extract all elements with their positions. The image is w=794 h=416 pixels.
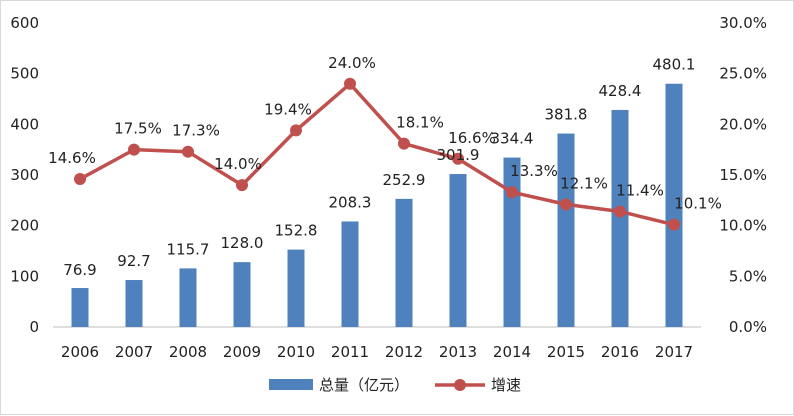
bar	[125, 280, 143, 327]
left-axis-tick-label: 200	[10, 217, 39, 235]
bar	[71, 288, 89, 327]
legend-bar-label: 总量（亿元）	[319, 376, 409, 394]
legend-bar-swatch	[269, 379, 313, 390]
right-axis-tick-label: 25.0%	[719, 65, 767, 83]
bar-data-label: 334.4	[491, 130, 534, 148]
line-data-label: 14.6%	[48, 149, 96, 167]
x-axis-tick-label: 2011	[331, 343, 369, 361]
line-data-label: 13.3%	[510, 162, 558, 180]
right-axis-tick-label: 5.0%	[729, 267, 767, 285]
bar-data-label: 76.9	[63, 261, 96, 279]
bar-data-label: 381.8	[545, 106, 588, 124]
bar-data-label: 92.7	[117, 252, 150, 270]
bar	[557, 133, 575, 327]
growth-line	[79, 82, 675, 227]
bar	[395, 198, 413, 327]
x-axis-tick-label: 2017	[655, 343, 693, 361]
growth-point	[128, 143, 140, 156]
bar	[287, 249, 305, 327]
growth-point	[236, 179, 248, 192]
x-axis-tick-label: 2010	[277, 343, 315, 361]
x-axis-tick-label: 2008	[169, 343, 207, 361]
x-axis-tick-label: 2007	[115, 343, 153, 361]
bar	[449, 174, 467, 327]
x-axis-tick-label: 2006	[61, 343, 99, 361]
right-axis-tick-label: 20.0%	[719, 115, 767, 133]
bar-data-label: 252.9	[383, 171, 426, 189]
right-axis-tick-label: 30.0%	[719, 14, 767, 32]
growth-point	[452, 152, 464, 165]
bar-data-label: 480.1	[653, 56, 696, 74]
bar-data-label: 115.7	[167, 240, 210, 258]
bar	[665, 83, 683, 328]
bar-data-label: 428.4	[599, 82, 642, 100]
line-data-label: 17.5%	[114, 120, 162, 138]
bar	[233, 262, 251, 327]
growth-point	[398, 137, 410, 150]
bar-data-label: 152.8	[275, 222, 318, 240]
x-axis-tick-label: 2016	[601, 343, 639, 361]
x-axis-tick-label: 2013	[439, 343, 477, 361]
line-data-label: 14.0%	[214, 155, 262, 173]
x-axis-tick-label: 2009	[223, 343, 261, 361]
line-data-label: 19.4%	[264, 100, 312, 118]
line-data-label: 18.1%	[396, 114, 444, 132]
bar-data-label: 208.3	[329, 193, 372, 211]
bar	[179, 268, 197, 327]
line-data-label: 11.4%	[616, 181, 664, 199]
left-axis-tick-label: 300	[10, 166, 39, 184]
right-axis-tick-label: 15.0%	[719, 166, 767, 184]
line-data-label: 10.1%	[674, 195, 722, 213]
left-axis-tick-label: 0	[29, 318, 39, 336]
line-data-label: 24.0%	[328, 54, 376, 72]
growth-point	[74, 173, 86, 186]
right-axis-tick-label: 10.0%	[719, 217, 767, 235]
legend-line-marker	[454, 379, 466, 391]
bar	[503, 157, 521, 327]
line-data-label: 12.1%	[560, 174, 608, 192]
growth-point	[344, 77, 356, 90]
x-axis-tick-label: 2014	[493, 343, 531, 361]
growth-point	[506, 186, 518, 199]
bar	[611, 109, 629, 327]
growth-point	[560, 198, 572, 211]
line-data-label: 17.3%	[172, 122, 220, 140]
growth-point	[290, 124, 302, 137]
line-data-label: 16.6%	[448, 129, 496, 147]
growth-point	[614, 205, 626, 218]
left-axis-tick-label: 500	[10, 65, 39, 83]
growth-point	[668, 218, 680, 231]
left-axis-tick-label: 400	[10, 115, 39, 133]
left-axis-tick-label: 100	[10, 267, 39, 285]
left-axis-tick-label: 600	[10, 14, 39, 32]
growth-point	[182, 145, 194, 158]
x-axis-tick-label: 2015	[547, 343, 585, 361]
x-axis-tick-label: 2012	[385, 343, 423, 361]
bar-data-label: 301.9	[437, 146, 480, 164]
right-axis-tick-label: 0.0%	[729, 318, 767, 336]
bar	[341, 221, 359, 327]
legend-line-label: 增速	[491, 376, 521, 394]
bar-data-label: 128.0	[221, 234, 264, 252]
